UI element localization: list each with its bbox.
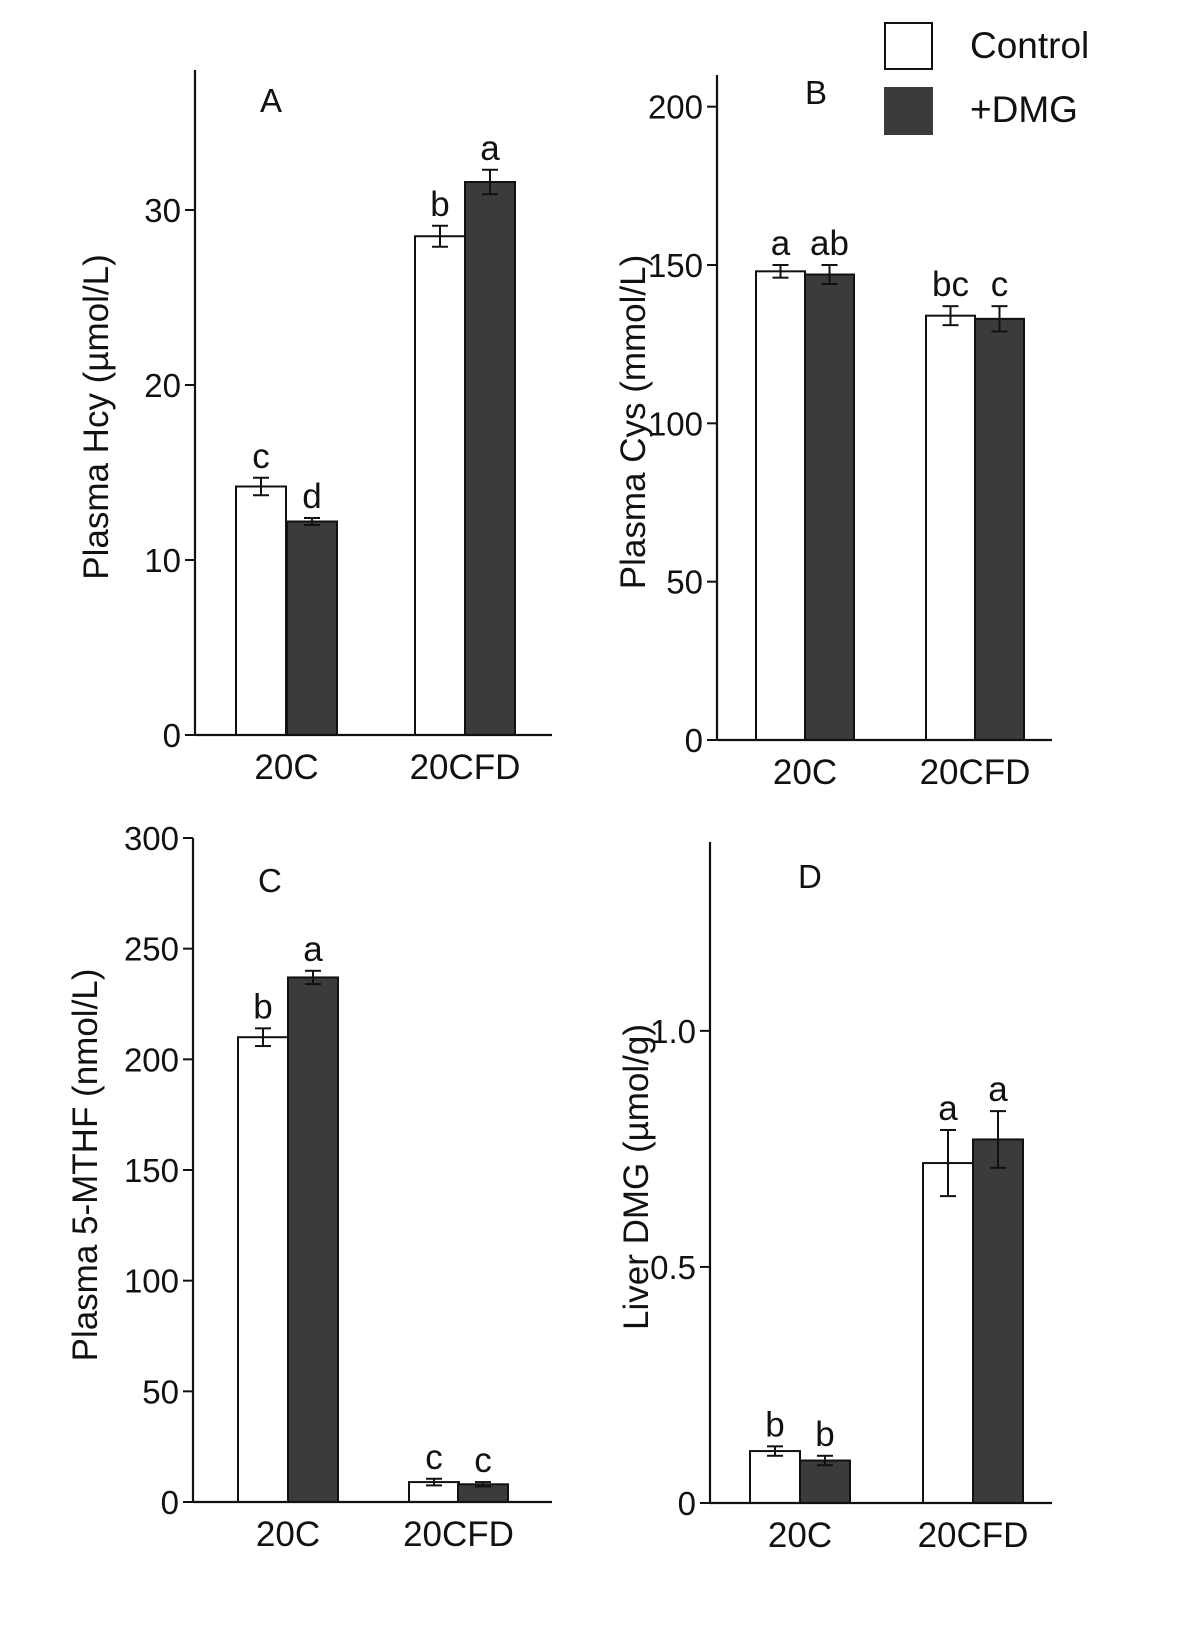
- panel-a: A Plasma Hcy (µmol/L) c b d a 0 10 20 30 20C 20CF…: [77, 70, 552, 787]
- significance-letter-d: a: [988, 1070, 1008, 1109]
- error-bar-a: [304, 517, 320, 526]
- y-tick-label-d: 0: [678, 1485, 696, 1522]
- error-bar-c: [475, 1481, 491, 1488]
- legend-swatch-control: [884, 22, 933, 70]
- significance-letter-d: b: [765, 1405, 784, 1444]
- significance-letter-c: a: [303, 930, 323, 969]
- y-axis-label-d: Liver DMG (µmol/g): [617, 1024, 656, 1330]
- panel-d: D Liver DMG (µmol/g) b a b a 0 0.5 1.0 20C 20CFD: [617, 842, 1052, 1555]
- significance-letter-a: d: [302, 477, 321, 516]
- y-tick-label-b: 100: [648, 405, 703, 442]
- bar-b-20cfd-dmg: [974, 317, 1025, 741]
- panel-letter-b: B: [805, 74, 827, 111]
- bar-c-20c-control: [237, 1036, 289, 1503]
- bar-c-20c-dmg: [287, 976, 339, 1503]
- error-bar-d: [767, 1445, 783, 1457]
- y-tick-label-c: 150: [124, 1152, 179, 1189]
- bar-a-20cfd-control: [414, 235, 466, 736]
- error-bar-b: [991, 305, 1008, 333]
- x-category-label-c: 20C: [256, 1515, 320, 1554]
- legend-label-dmg: +DMG: [970, 89, 1078, 130]
- bar-d-20c-control: [749, 1450, 801, 1505]
- panel-b: B Plasma Cys (mmol/L) abcabc050100150200…: [614, 74, 1052, 792]
- y-tick-label-c: 50: [142, 1373, 179, 1410]
- y-tick-label-c: 250: [124, 931, 179, 968]
- bar-d-20c-dmg: [799, 1459, 851, 1505]
- plot-area-a: c b d a 0 10 20 30 20C 20CFD: [144, 70, 552, 787]
- x-category-label-b: 20CFD: [920, 753, 1031, 792]
- x-category-label-d: 20C: [768, 1516, 832, 1555]
- significance-letter-d: a: [938, 1089, 958, 1128]
- panel-letter-a: A: [260, 82, 282, 119]
- significance-letter-b: ab: [810, 224, 849, 263]
- y-tick-label-a: 30: [144, 192, 181, 229]
- y-tick-label-a: 0: [163, 717, 181, 754]
- error-bar-b: [772, 264, 789, 279]
- error-bar-c: [255, 1027, 271, 1048]
- x-category-label-c: 20CFD: [403, 1515, 514, 1554]
- y-tick-label-d: 0.5: [650, 1249, 696, 1286]
- significance-letter-a: a: [480, 129, 500, 168]
- error-bar-b: [821, 264, 838, 285]
- y-tick-label-b: 50: [666, 564, 703, 601]
- significance-letter-d: b: [815, 1415, 834, 1454]
- significance-letter-c: b: [253, 987, 272, 1026]
- y-tick-label-b: 150: [648, 247, 703, 284]
- panel-letter-c: C: [258, 862, 282, 899]
- error-bar-c: [426, 1477, 442, 1487]
- y-tick-label-c: 200: [124, 1041, 179, 1078]
- y-tick-label-b: 200: [648, 89, 703, 126]
- significance-letter-a: b: [430, 185, 449, 224]
- legend-label-control: Control: [970, 25, 1089, 66]
- bar-b-20cfd-control: [925, 314, 976, 741]
- legend: Control +DMG: [884, 22, 1089, 135]
- significance-letter-b: bc: [932, 265, 969, 304]
- error-bar-a: [432, 224, 448, 248]
- bar-a-20cfd-dmg: [464, 181, 516, 736]
- y-tick-label-b: 0: [685, 722, 703, 759]
- plot-area-c: b c a c 0 50 100 150 200 250 300 20C 20CFD: [124, 820, 552, 1554]
- significance-letter-b: a: [771, 224, 791, 263]
- bar-d-20cfd-control: [922, 1162, 974, 1504]
- panel-letter-d: D: [798, 858, 822, 895]
- error-bar-c: [305, 969, 321, 986]
- bar-b-20c-dmg: [804, 273, 855, 741]
- error-bar-d: [990, 1110, 1006, 1169]
- x-category-label-a: 20CFD: [410, 748, 521, 787]
- error-bar-d: [817, 1454, 833, 1467]
- x-category-label-d: 20CFD: [918, 1516, 1029, 1555]
- bar-a-20c-control: [235, 485, 287, 736]
- significance-letter-c: c: [425, 1438, 443, 1477]
- y-tick-label-a: 10: [144, 542, 181, 579]
- error-bar-d: [940, 1129, 956, 1198]
- error-bar-a: [482, 168, 498, 196]
- y-axis-label-a: Plasma Hcy (µmol/L): [77, 254, 116, 580]
- y-tick-label-c: 0: [161, 1484, 179, 1521]
- plot-area-d: b a b a 0 0.5 1.0 20C 20CFD: [650, 842, 1052, 1555]
- y-axis-label-c: Plasma 5-MTHF (nmol/L): [66, 969, 105, 1362]
- y-tick-label-c: 300: [124, 820, 179, 857]
- y-tick-label-d: 1.0: [650, 1013, 696, 1050]
- y-tick-label-a: 20: [144, 367, 181, 404]
- panel-c: C Plasma 5-MTHF (nmol/L) b c a c 0 50 100 150 20…: [66, 820, 552, 1554]
- significance-letter-b: c: [991, 265, 1009, 304]
- bar-a-20c-dmg: [286, 520, 338, 736]
- error-bar-b: [942, 305, 959, 327]
- x-category-label-b: 20C: [773, 753, 837, 792]
- significance-letter-c: c: [474, 1441, 492, 1480]
- error-bar-a: [253, 476, 269, 497]
- legend-swatch-dmg: [884, 87, 933, 135]
- y-tick-label-c: 100: [124, 1263, 179, 1300]
- bar-d-20cfd-dmg: [972, 1138, 1024, 1504]
- y-axis-label-b: Plasma Cys (mmol/L): [614, 255, 653, 589]
- x-category-label-a: 20C: [254, 748, 318, 787]
- bar-b-20c-control: [755, 270, 806, 741]
- significance-letter-a: c: [252, 437, 270, 476]
